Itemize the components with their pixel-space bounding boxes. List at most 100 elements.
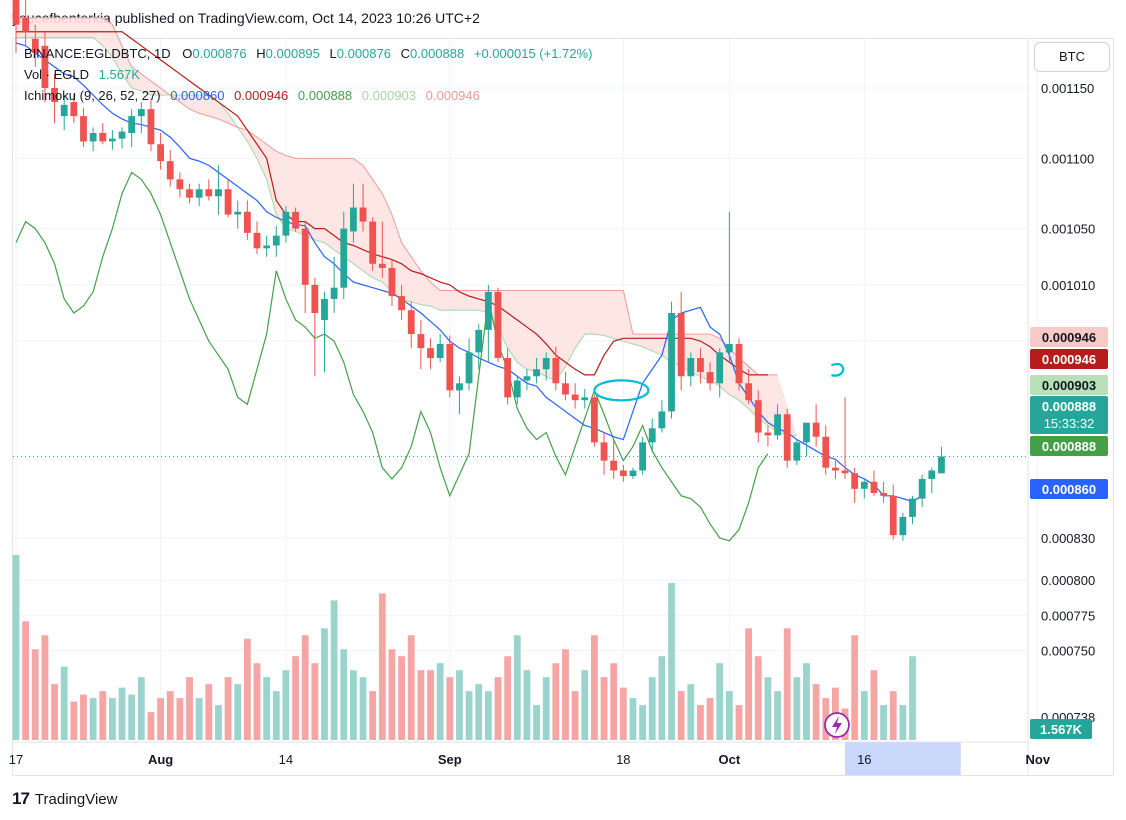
candle-body bbox=[542, 358, 550, 370]
volume-bar bbox=[12, 555, 20, 740]
legend-ichimoku-label: Ichimoku (9, 26, 52, 27) bbox=[24, 88, 161, 103]
candle-body bbox=[571, 394, 579, 401]
legend-span-b-value: 0.000946 bbox=[425, 88, 480, 103]
candle-body bbox=[321, 298, 328, 321]
candle-body bbox=[369, 221, 377, 264]
legend-h-label: H bbox=[256, 46, 266, 61]
candle-body bbox=[899, 516, 907, 536]
legend-conversion-value: 0.000860 bbox=[170, 88, 225, 103]
volume-bars bbox=[12, 555, 916, 740]
candle-body bbox=[22, 17, 30, 32]
candle-body bbox=[243, 211, 251, 233]
volume-bar bbox=[205, 684, 213, 740]
volume-bar bbox=[735, 705, 743, 740]
price-label-value: 0.000946 bbox=[1042, 352, 1096, 367]
candle-body bbox=[407, 310, 415, 335]
candle-body bbox=[591, 397, 598, 443]
lightning-icon bbox=[832, 716, 842, 734]
candle-body bbox=[774, 414, 781, 436]
volume-bar bbox=[523, 670, 531, 740]
candle-body bbox=[745, 383, 753, 401]
candle-body bbox=[234, 211, 242, 215]
volume-bar bbox=[350, 670, 357, 740]
price-label-value: 0.000888 bbox=[1042, 439, 1096, 454]
volume-bar bbox=[774, 691, 781, 740]
volume-bar bbox=[629, 698, 637, 740]
candle-body bbox=[918, 478, 926, 499]
candle-body bbox=[378, 263, 386, 268]
volume-label-value: 1.567K bbox=[1040, 722, 1083, 737]
legend-span-a-value: 0.000903 bbox=[361, 88, 417, 103]
candle-body bbox=[186, 189, 193, 198]
candle-body bbox=[889, 495, 897, 536]
x-tick-label: 18 bbox=[616, 752, 630, 767]
volume-bar bbox=[513, 635, 521, 740]
volume-bar bbox=[70, 701, 78, 740]
candle-body bbox=[754, 400, 762, 433]
candle-body bbox=[388, 268, 396, 297]
candle-body bbox=[330, 287, 338, 299]
volume-bar bbox=[427, 670, 434, 740]
y-tick-label: 0.001050 bbox=[1041, 222, 1095, 237]
volume-bar bbox=[22, 621, 30, 740]
candle-body bbox=[157, 144, 164, 162]
candle-body bbox=[812, 422, 820, 437]
legend-close: 0.000888 bbox=[410, 46, 465, 61]
candle-body bbox=[735, 343, 743, 384]
price-label-timer: 15:33:32 bbox=[1044, 416, 1095, 431]
candle-body bbox=[301, 228, 309, 285]
volume-bar bbox=[157, 698, 164, 740]
price-label-box bbox=[1030, 349, 1108, 369]
volume-bar bbox=[89, 698, 97, 740]
volume-bar bbox=[658, 656, 666, 740]
legend-volume-label: Vol · EGLD bbox=[24, 67, 90, 82]
price-label-box bbox=[1030, 396, 1108, 434]
volume-bar bbox=[215, 705, 222, 740]
chart-frame bbox=[12, 38, 1114, 776]
candle-body bbox=[860, 481, 868, 489]
volume-bar bbox=[909, 656, 916, 740]
candle-body bbox=[832, 467, 839, 471]
volume-bar bbox=[60, 666, 68, 740]
candle-body bbox=[716, 352, 724, 384]
candle-body bbox=[31, 38, 39, 53]
candle-body bbox=[494, 291, 502, 358]
price-label-box bbox=[1030, 436, 1108, 456]
currency-button[interactable]: BTC bbox=[1034, 42, 1110, 72]
candle-body bbox=[629, 470, 637, 477]
volume-bar bbox=[282, 670, 290, 740]
volume-bar bbox=[243, 638, 251, 740]
volume-bar bbox=[321, 628, 328, 740]
candle-body bbox=[484, 291, 492, 330]
y-tick-label: 0.000830 bbox=[1041, 531, 1095, 546]
volume-bar bbox=[186, 677, 193, 740]
volume-bar bbox=[359, 677, 367, 740]
candle-body bbox=[841, 470, 849, 474]
candle-body bbox=[340, 228, 348, 288]
volume-bar bbox=[388, 649, 396, 740]
y-tick-label: 0.001100 bbox=[1041, 151, 1094, 166]
price-label-box bbox=[1030, 327, 1108, 347]
candle-body bbox=[446, 343, 454, 391]
candle-body bbox=[648, 428, 656, 443]
volume-bar bbox=[870, 670, 878, 740]
time-axis-highlight bbox=[845, 742, 961, 775]
volume-bar bbox=[465, 691, 473, 740]
x-tick-label: Oct bbox=[719, 752, 741, 767]
volume-bar bbox=[880, 705, 887, 740]
candle-body bbox=[687, 358, 695, 377]
candle-body bbox=[456, 383, 463, 391]
volume-bar bbox=[571, 691, 579, 740]
volume-bar bbox=[234, 684, 242, 740]
volume-bar bbox=[475, 684, 483, 740]
leading-span-b bbox=[16, 17, 778, 376]
candle-body bbox=[311, 284, 319, 313]
volume-bar bbox=[754, 656, 762, 740]
candle-body bbox=[282, 211, 290, 236]
volume-bar bbox=[677, 691, 685, 740]
lagging-span-line bbox=[15, 171, 769, 542]
time-axis: 17 Aug 14 Sep 18 Oct 16 Nov bbox=[9, 741, 1051, 775]
candle-body bbox=[398, 296, 405, 311]
y-tick-label: 0.000775 bbox=[1041, 608, 1095, 623]
